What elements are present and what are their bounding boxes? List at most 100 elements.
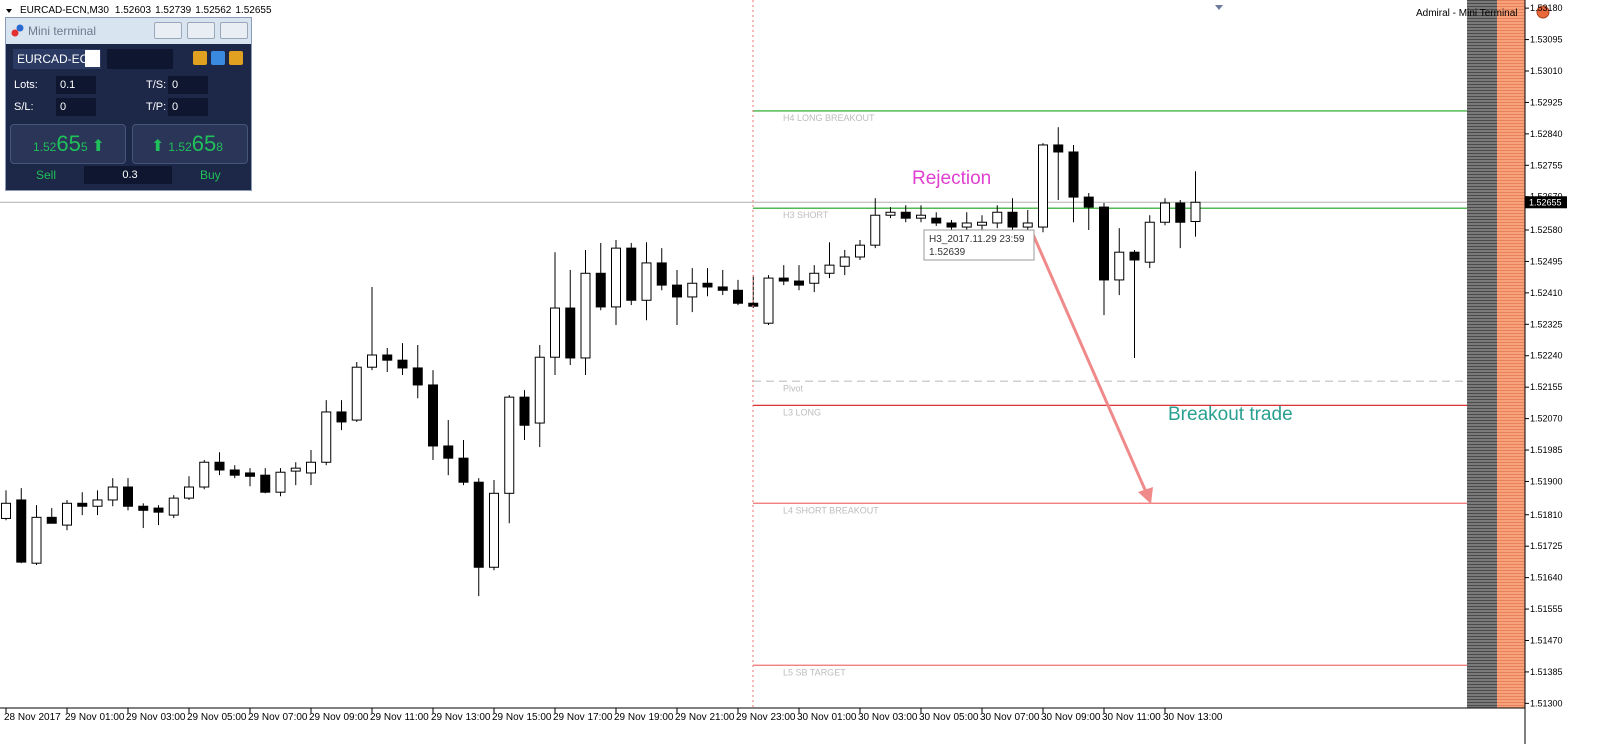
candle-body [687, 282, 698, 298]
level-label: Pivot [783, 383, 804, 393]
candle-body [153, 507, 164, 513]
x-tick-label: 29 Nov 05:00 [187, 712, 247, 723]
comment-field[interactable] [107, 49, 173, 69]
symbol: EURCAD-ECN,M30 [20, 5, 109, 16]
level-label: L5 SB TARGET [783, 667, 846, 677]
x-tick-label: 29 Nov 19:00 [614, 712, 674, 723]
y-tick-label: 1.52840 [1530, 129, 1563, 139]
candle-body [77, 502, 88, 507]
y-tick-label: 1.52755 [1530, 160, 1563, 170]
buy-label: Buy [200, 168, 221, 182]
header-close: 1.52655 [235, 5, 272, 16]
app-icon [1536, 5, 1550, 19]
candle-body [321, 411, 332, 463]
maximize-button[interactable] [187, 22, 215, 39]
candle-body [184, 486, 194, 499]
candle-body [351, 366, 362, 421]
candle-body [656, 262, 667, 286]
marker [1215, 5, 1223, 10]
candle-body [672, 284, 682, 298]
candle-body [1083, 196, 1094, 208]
candle-body [1038, 144, 1048, 228]
symbol-select[interactable]: EURCAD-EC [13, 49, 101, 69]
candle-body [885, 211, 896, 216]
candle-body [946, 222, 957, 228]
buy-price: ⬆ 1.52658 [151, 131, 223, 157]
bid-label: 1.52655 [1529, 197, 1562, 207]
x-tick-label: 30 Nov 03:00 [858, 712, 918, 723]
candle-body [931, 217, 942, 224]
x-tick-label: 30 Nov 05:00 [919, 712, 979, 723]
tool-button[interactable] [193, 51, 207, 65]
dropdown-button[interactable] [85, 50, 100, 67]
candle-body [504, 396, 515, 494]
candle-body [168, 497, 179, 516]
price-suffix: 5 [80, 140, 88, 154]
sell-button[interactable]: 1.52655 ⬆ [10, 124, 126, 164]
arrow [1030, 231, 1148, 493]
x-tick-label: 30 Nov 01:00 [797, 712, 857, 723]
candle-body [107, 486, 118, 501]
candle-body [428, 384, 438, 447]
x-tick-label: 29 Nov 13:00 [431, 712, 491, 723]
buy-button[interactable]: ⬆ 1.52658 [132, 124, 248, 164]
candle-body [611, 247, 621, 308]
candle-body [855, 244, 865, 258]
logo [11, 24, 24, 37]
label: T/S: [146, 79, 167, 91]
candle-body [870, 214, 881, 246]
candle-body [778, 277, 789, 282]
price-suffix: 8 [216, 140, 223, 154]
y-tick-label: 1.51385 [1530, 667, 1563, 677]
ts-input[interactable]: 0 [168, 76, 208, 94]
volume-input[interactable]: 0.3 [84, 166, 172, 184]
candle-body [1099, 206, 1109, 281]
candle-body [519, 396, 530, 426]
candle-body [565, 307, 576, 359]
candle-body [245, 472, 255, 477]
y-tick-label: 1.51300 [1530, 698, 1563, 708]
y-tick-label: 1.52155 [1530, 382, 1563, 392]
sl-input[interactable]: 0 [56, 98, 96, 116]
close-button[interactable] [220, 22, 248, 39]
bid-box [1525, 196, 1567, 209]
candle-body [1, 502, 11, 519]
lots-input[interactable]: 0.1 [56, 76, 96, 94]
price-big: 65 [56, 131, 81, 156]
candle-body [809, 272, 820, 284]
x-tick-label: 29 Nov 09:00 [309, 712, 369, 723]
header-low: 1.52562 [195, 5, 232, 16]
x-tick-label: 29 Nov 15:00 [492, 712, 552, 723]
candle-body [306, 461, 316, 474]
tp-input[interactable]: 0 [168, 98, 208, 116]
app-label: Admiral - Mini Terminal [1416, 8, 1518, 19]
candle-body [626, 247, 637, 301]
candle-body [534, 356, 545, 424]
y-tick-label: 1.52240 [1530, 351, 1563, 361]
tooltip: H3_2017.11.29 23:59 1.52639 [923, 229, 1035, 261]
candle-body [199, 461, 210, 488]
minimize-button[interactable] [154, 22, 182, 39]
candle-body [550, 307, 560, 358]
candle-body [794, 280, 804, 286]
candle-body [473, 481, 484, 568]
sell-label: Sell [36, 168, 57, 182]
candle-body [489, 492, 499, 568]
x-tick-label: 29 Nov 03:00 [126, 712, 186, 723]
candle-body [123, 486, 133, 507]
candle-body [961, 222, 972, 228]
candle-body [31, 516, 42, 564]
settings-button[interactable] [211, 51, 225, 65]
x-tick-label: 29 Nov 21:00 [675, 712, 735, 723]
y-tick-label: 1.52325 [1530, 319, 1563, 329]
y-tick-label: 1.51985 [1530, 445, 1563, 455]
y-tick-label: 1.52495 [1530, 256, 1563, 266]
candle-body [275, 471, 286, 493]
tool-button[interactable] [229, 51, 243, 65]
candle-body [1190, 201, 1201, 223]
annotation: Rejection [912, 168, 991, 189]
header-open: 1.52603 [115, 5, 152, 16]
candle-body [260, 474, 271, 493]
tooltip-label: H3_2017.11.29 23:59 [929, 234, 1025, 245]
